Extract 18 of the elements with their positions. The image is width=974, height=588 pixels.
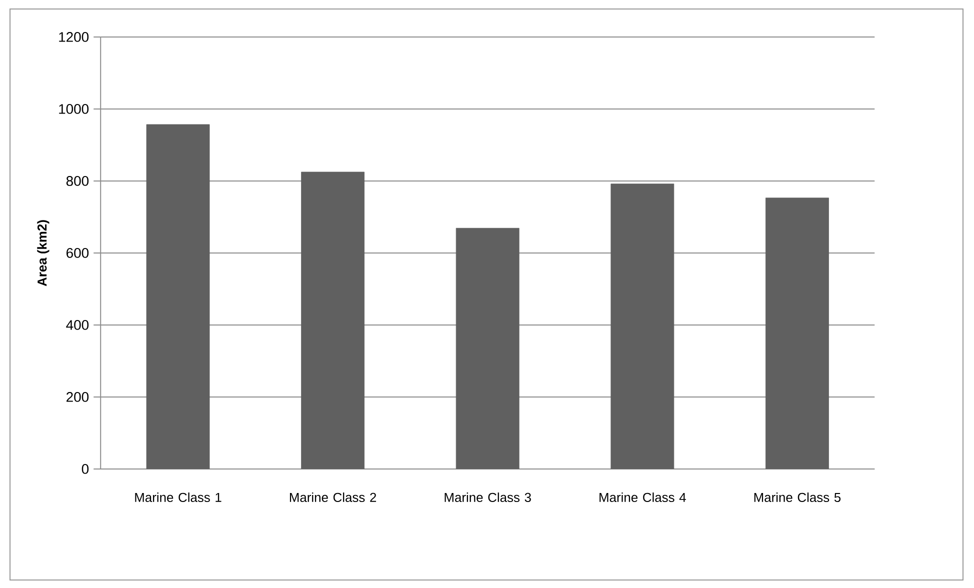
y-tick-label: 600 [66, 248, 89, 258]
x-tick-label: Marine Class 3 [444, 492, 531, 502]
y-tick-label: 1200 [59, 32, 89, 42]
y-tick-label: 800 [66, 176, 89, 186]
x-tick-label: Marine Class 5 [754, 492, 841, 502]
y-tick-label: 1000 [59, 104, 89, 114]
x-tick-label: Marine Class 1 [135, 492, 222, 502]
bar [610, 184, 674, 469]
x-tick-label: Marine Class 4 [600, 492, 686, 502]
bar [301, 172, 365, 469]
bar [766, 198, 829, 469]
bar [146, 124, 210, 469]
y-tick-label: 400 [66, 320, 89, 330]
x-tick-label: Marine Class 2 [290, 492, 376, 502]
y-tick-label: 0 [82, 464, 89, 474]
y-axis-title: Area (km2) [37, 220, 50, 286]
y-tick-label: 200 [66, 392, 89, 402]
bar [456, 228, 520, 469]
